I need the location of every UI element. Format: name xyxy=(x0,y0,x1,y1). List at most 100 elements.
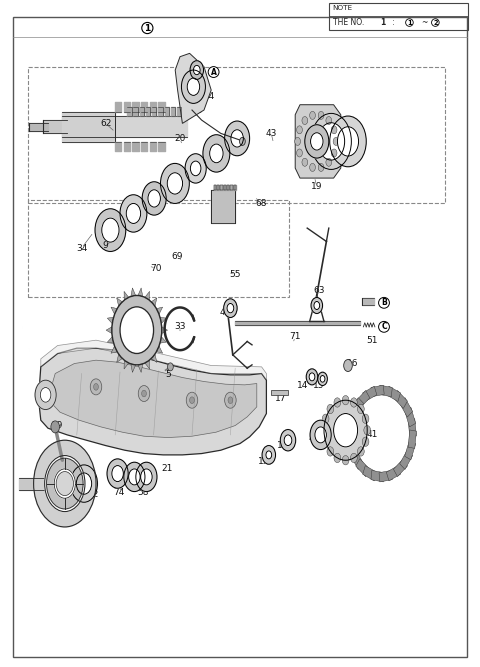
Text: 73: 73 xyxy=(191,73,203,83)
Circle shape xyxy=(107,459,128,488)
Circle shape xyxy=(54,469,75,498)
Circle shape xyxy=(76,473,92,494)
Circle shape xyxy=(112,466,123,482)
Circle shape xyxy=(310,163,315,171)
Circle shape xyxy=(266,451,272,459)
Circle shape xyxy=(320,376,325,382)
Circle shape xyxy=(306,369,318,385)
Text: B: B xyxy=(381,298,387,307)
Circle shape xyxy=(331,149,337,157)
Text: 34: 34 xyxy=(76,243,87,253)
Circle shape xyxy=(322,437,329,446)
Circle shape xyxy=(314,301,320,309)
Circle shape xyxy=(311,133,323,150)
Bar xyxy=(271,390,288,395)
Polygon shape xyxy=(295,105,341,178)
Circle shape xyxy=(326,158,332,166)
Text: 18: 18 xyxy=(126,334,138,344)
Text: 58: 58 xyxy=(137,488,149,497)
Circle shape xyxy=(141,469,152,485)
Circle shape xyxy=(362,414,369,424)
Polygon shape xyxy=(39,348,266,455)
Circle shape xyxy=(358,404,364,414)
Circle shape xyxy=(45,456,85,512)
Polygon shape xyxy=(156,346,163,354)
Text: 1: 1 xyxy=(407,19,412,25)
Polygon shape xyxy=(350,450,363,470)
Circle shape xyxy=(203,135,230,172)
Circle shape xyxy=(224,299,237,317)
Polygon shape xyxy=(160,337,166,343)
Polygon shape xyxy=(347,430,355,448)
Text: 9: 9 xyxy=(103,241,108,250)
Polygon shape xyxy=(348,440,359,460)
Circle shape xyxy=(302,158,308,166)
Polygon shape xyxy=(400,450,413,470)
Polygon shape xyxy=(145,291,150,300)
Circle shape xyxy=(193,65,200,75)
Circle shape xyxy=(318,163,324,171)
Text: 43: 43 xyxy=(265,129,277,138)
Circle shape xyxy=(358,447,364,456)
Polygon shape xyxy=(348,408,359,427)
Text: :: : xyxy=(390,18,395,27)
Circle shape xyxy=(333,137,339,145)
Circle shape xyxy=(318,123,345,160)
Polygon shape xyxy=(117,354,122,362)
Circle shape xyxy=(350,454,357,463)
Text: 69: 69 xyxy=(172,251,183,261)
Circle shape xyxy=(124,462,145,492)
Polygon shape xyxy=(356,390,370,408)
Circle shape xyxy=(225,392,236,408)
Circle shape xyxy=(227,303,234,313)
Circle shape xyxy=(334,398,341,407)
Circle shape xyxy=(136,462,157,492)
Circle shape xyxy=(318,372,327,386)
Polygon shape xyxy=(50,360,257,438)
Text: 54: 54 xyxy=(38,394,50,404)
Circle shape xyxy=(190,61,204,79)
Polygon shape xyxy=(379,385,392,397)
Bar xyxy=(28,67,445,203)
Text: 26: 26 xyxy=(191,105,203,115)
Text: C: C xyxy=(381,322,387,331)
Circle shape xyxy=(186,392,198,408)
Text: 21: 21 xyxy=(161,464,173,473)
Polygon shape xyxy=(131,364,136,372)
Polygon shape xyxy=(363,386,377,402)
Text: 5: 5 xyxy=(165,370,171,380)
Circle shape xyxy=(181,70,205,103)
Text: 48: 48 xyxy=(309,434,320,444)
Circle shape xyxy=(240,137,245,145)
Circle shape xyxy=(102,218,119,242)
Polygon shape xyxy=(124,360,129,369)
Polygon shape xyxy=(111,307,117,314)
Polygon shape xyxy=(394,390,408,408)
Polygon shape xyxy=(162,327,168,334)
Bar xyxy=(28,200,289,297)
Circle shape xyxy=(262,446,276,464)
Circle shape xyxy=(148,190,160,207)
Text: 49: 49 xyxy=(220,307,231,317)
Text: 20: 20 xyxy=(174,134,186,143)
Text: 14: 14 xyxy=(297,381,308,390)
Circle shape xyxy=(129,469,140,485)
Circle shape xyxy=(362,437,369,446)
Text: A: A xyxy=(211,67,216,77)
Circle shape xyxy=(342,396,349,405)
Circle shape xyxy=(126,203,141,223)
Text: ~: ~ xyxy=(421,18,428,27)
Text: 17: 17 xyxy=(275,394,287,404)
Polygon shape xyxy=(138,364,143,372)
Polygon shape xyxy=(106,327,112,334)
Text: 68: 68 xyxy=(256,199,267,208)
Circle shape xyxy=(331,126,337,134)
Polygon shape xyxy=(371,385,384,397)
Polygon shape xyxy=(400,398,413,417)
Polygon shape xyxy=(111,346,117,354)
Text: 24: 24 xyxy=(342,421,354,430)
Circle shape xyxy=(120,195,147,232)
Circle shape xyxy=(330,116,366,167)
Polygon shape xyxy=(151,354,157,362)
Circle shape xyxy=(90,379,102,395)
